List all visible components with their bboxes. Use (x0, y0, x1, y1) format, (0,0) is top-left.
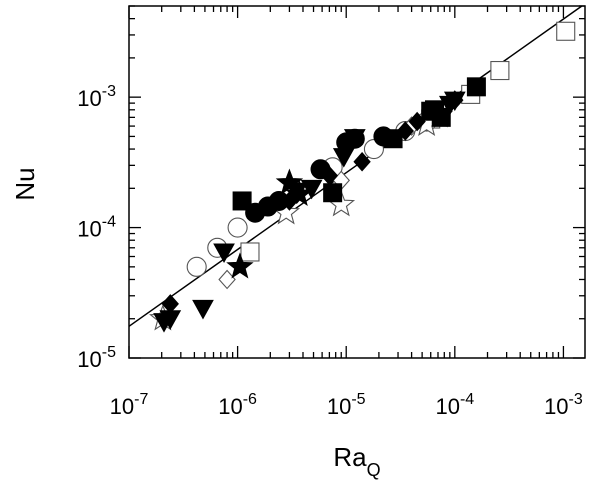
tick-labels: 10-7 10-6 10-5 10-4 10-310-510-410-3 (77, 83, 583, 419)
tick-label-base: 10 (110, 394, 134, 419)
tick-label-base: 10 (327, 394, 351, 419)
filled-star-marker (226, 252, 254, 279)
open-square-marker (490, 60, 510, 81)
tick-label-exponent: -3 (102, 83, 116, 100)
fit-line (128, 5, 583, 327)
filled-triangle-down-marker (192, 299, 214, 320)
tick-label-base: 10 (544, 394, 568, 419)
filled-circle-marker (373, 126, 394, 147)
data-points (149, 21, 576, 333)
tick-label-exponent: -6 (243, 391, 257, 408)
y-tick-label: 10-3 (77, 83, 116, 111)
filled-diamond-marker (353, 151, 371, 172)
filled-diamond-marker (408, 111, 426, 132)
filled-triangle-down-marker (159, 310, 182, 330)
y-axis-label: Nu (10, 167, 40, 200)
filled-diamond-marker (320, 165, 339, 186)
filled-star-marker (285, 179, 314, 206)
y-tick-label: 10-5 (77, 344, 116, 372)
axis-ticks (128, 5, 585, 359)
x-tick-label: 10-3 (544, 391, 583, 419)
filled-square-marker (466, 77, 486, 97)
x-tick-label: 10-6 (218, 391, 257, 419)
filled-triangle-down-marker (300, 179, 323, 200)
filled-star-marker (275, 168, 304, 195)
open-circle-marker (227, 217, 248, 238)
fit-line-group (128, 5, 583, 327)
tick-label-exponent: -5 (102, 344, 116, 361)
tick-label-exponent: -3 (569, 391, 583, 408)
tick-label-exponent: -5 (351, 391, 365, 408)
tick-label-base: 10 (218, 394, 242, 419)
x-tick-label: 10-7 (110, 391, 149, 419)
filled-triangle-down-marker (343, 129, 366, 149)
filled-square-marker (424, 100, 444, 120)
y-tick-label: 10-4 (77, 214, 116, 242)
filled-triangle-down-marker (332, 148, 355, 168)
filled-triangle-down-marker (443, 91, 466, 112)
tick-label-base: 10 (77, 217, 101, 242)
filled-diamond-marker (396, 121, 414, 141)
tick-label-exponent: -4 (102, 214, 116, 231)
plot-frame (128, 5, 586, 359)
x-axis-label-main: Ra (333, 442, 367, 472)
tick-label-base: 10 (77, 86, 101, 111)
tick-label-base: 10 (77, 347, 101, 372)
open-square-marker (556, 21, 576, 41)
tick-label-base: 10 (435, 394, 459, 419)
tick-label-exponent: -4 (460, 391, 474, 408)
x-axis-label: RaQ (333, 442, 380, 480)
open-square-marker (240, 242, 260, 262)
filled-triangle-down-marker (213, 243, 235, 264)
filled-square-marker (232, 191, 252, 211)
tick-label-exponent: -7 (134, 391, 148, 408)
x-tick-label: 10-5 (327, 391, 366, 419)
x-tick-label: 10-4 (435, 391, 474, 419)
open-circle-marker (186, 256, 207, 277)
x-axis-label-subscript: Q (367, 460, 381, 480)
filled-square-marker (323, 183, 343, 203)
open-diamond-marker (218, 269, 236, 290)
